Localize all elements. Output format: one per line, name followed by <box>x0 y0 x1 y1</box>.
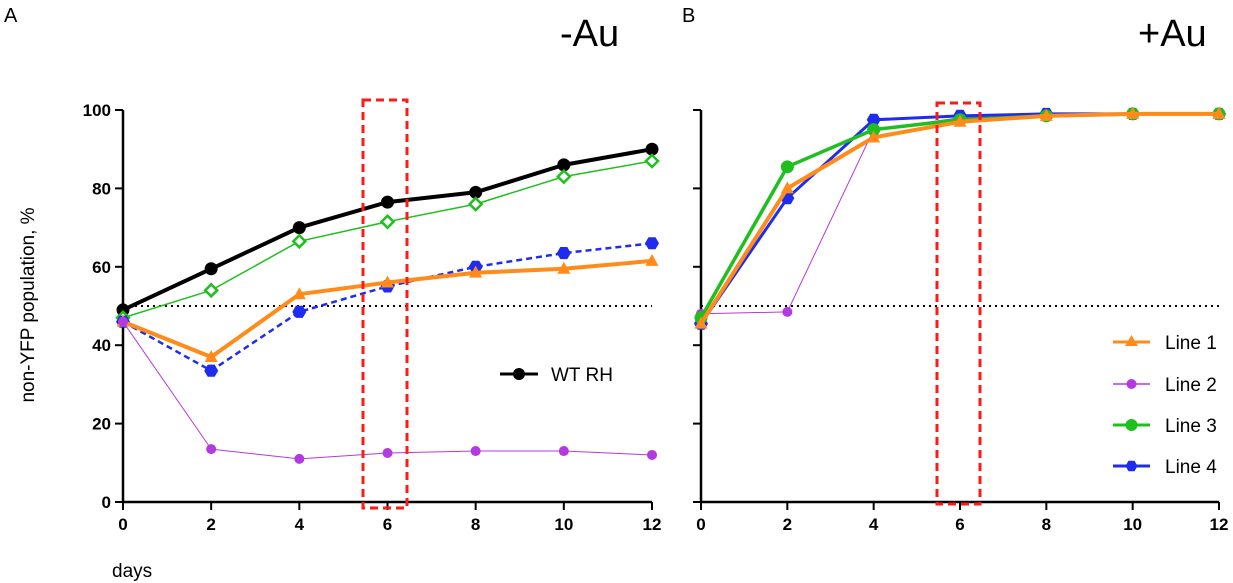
panel-b-x-tick-label: 2 <box>783 515 792 534</box>
panel-a-y-tick-label: 40 <box>92 336 111 355</box>
panel-a-point-line-1-8 <box>469 265 483 278</box>
panel-a-point-line-2-12 <box>647 449 657 460</box>
panel-a-condition-title: -Au <box>560 13 619 55</box>
panel-a-point-line-2-10 <box>558 446 569 457</box>
panel-b-x-tick-label: 12 <box>1210 515 1229 534</box>
panel-a-point-line-2-0 <box>118 316 128 327</box>
panel-a-point-line-3-8 <box>467 196 484 212</box>
panel-a-y-tick-label: 60 <box>92 258 111 277</box>
panel-a-point-wt-rh-4 <box>292 221 306 235</box>
panel-a-point-wt-rh-12 <box>645 142 659 156</box>
legend-line-2-label: Line 2 <box>1165 375 1217 396</box>
panel-b-x-tick-label: 8 <box>1042 515 1051 534</box>
panel-b-point-line-1-2 <box>780 181 794 194</box>
panel-a-line-line-2 <box>122 321 653 460</box>
panel-a-point-line-2-4 <box>294 453 305 464</box>
panel-a-series-line-1 <box>116 253 659 362</box>
panel-a-point-line-3-12 <box>644 153 660 169</box>
panel-a-point-line-4-10 <box>556 247 571 260</box>
panel-a-point-line-1-10 <box>557 261 571 274</box>
panel-a-point-line-3-6 <box>379 213 396 230</box>
panel-a-x-tick-label: 8 <box>471 515 480 534</box>
panel-a-plot-area: 0 20 40 60 80 100 0 2 4 6 8 10 12 <box>83 98 662 534</box>
panel-a-point-line-2-2 <box>206 444 217 455</box>
panel-a-x-tick-label: 10 <box>554 515 573 534</box>
panel-b-x-tick-label: 10 <box>1123 515 1142 534</box>
panel-a-series-line-2 <box>118 316 657 464</box>
panel-b-legend: Line 1 Line 2 Line 3 Line 4 <box>1113 333 1217 478</box>
panel-a-line-line-1 <box>122 258 653 359</box>
panel-a-series-line-3 <box>115 153 660 326</box>
panel-b-point-line-1-10 <box>1126 106 1140 119</box>
panel-b-line-line-3 <box>699 112 1219 319</box>
panel-a: A -Au non-YFP population, % days 0204060… <box>4 5 661 582</box>
panel-b-point-line-1-4 <box>867 130 881 143</box>
legend-line-3-marker <box>1125 419 1138 431</box>
legend-wt-rh-marker <box>513 368 525 380</box>
panel-a-y-tick-label: 80 <box>92 179 111 198</box>
panel-a-point-wt-rh-10 <box>557 158 571 172</box>
panel-a-point-line-1-4 <box>292 287 306 300</box>
panel-a-point-line-1-12 <box>645 253 659 266</box>
panel-b-x-tick-label: 0 <box>696 515 705 534</box>
panel-b-plot-area: 0 2 4 6 8 10 12 <box>693 101 1229 534</box>
panel-a-point-line-3-10 <box>556 168 572 185</box>
panel-b-point-line-1-0 <box>694 316 708 329</box>
panel-a-point-wt-rh-0 <box>116 303 130 317</box>
legend-line-1-marker <box>1125 335 1138 346</box>
panel-b-line-line-2 <box>700 113 1219 315</box>
panel-b-point-line-1-8 <box>1039 108 1053 121</box>
panel-a-x-tick-label: 0 <box>118 515 127 534</box>
legend-line-4-marker <box>1125 460 1138 472</box>
panel-a-point-wt-rh-6 <box>381 195 394 209</box>
panel-a-point-line-1-2 <box>204 349 218 362</box>
panel-b-point-line-2-2 <box>782 306 793 317</box>
panel-b-point-line-1-6 <box>953 114 967 127</box>
panel-b-series-line-4 <box>694 107 1226 330</box>
panel-b-line-line-1 <box>699 111 1219 325</box>
panel-b-point-line-3-4 <box>867 123 881 137</box>
panel-b-highlight-box <box>935 101 982 506</box>
panel-a-x-tick-label: 6 <box>383 515 392 534</box>
panel-a-point-line-3-4 <box>291 233 308 250</box>
legend-wt-rh-label: WT RH <box>551 365 613 386</box>
legend-line-1-label: Line 1 <box>1165 333 1217 354</box>
panel-a-x-tick-label: 12 <box>643 515 662 534</box>
panel-a-legend: WT RH <box>500 365 613 386</box>
panel-a-highlight-box <box>361 98 409 510</box>
panel-a-point-wt-rh-8 <box>469 185 483 199</box>
panel-b-point-line-3-2 <box>780 160 794 174</box>
panel-b-x-tick-label: 6 <box>955 515 964 534</box>
panel-b-line-line-4 <box>699 112 1219 325</box>
legend-line-3-label: Line 3 <box>1165 416 1217 437</box>
legend-line-4-label: Line 4 <box>1165 457 1217 478</box>
panel-b-series-line-1 <box>694 106 1226 329</box>
panel-a-point-line-1-6 <box>381 275 394 288</box>
panel-b-letter: B <box>682 5 695 27</box>
panel-a-y-tick-label: 0 <box>102 493 111 512</box>
panel-a-y-tick-label: 100 <box>83 101 111 120</box>
panel-b-point-line-1-12 <box>1212 106 1226 119</box>
panel-a-y-tick-label: 20 <box>92 415 111 434</box>
panel-b-x-tick-label: 4 <box>869 515 879 534</box>
panel-a-x-axis-title: days <box>112 561 152 582</box>
panel-a-point-line-2-8 <box>470 446 481 457</box>
panel-a-point-line-4-2 <box>204 364 219 377</box>
panel-a-y-axis-title: non-YFP population, % <box>18 207 39 402</box>
panel-b-condition-title: +Au <box>1138 13 1207 55</box>
panel-a-letter: A <box>4 5 18 27</box>
panel-a-point-wt-rh-2 <box>204 262 218 276</box>
panel-a-point-line-4-4 <box>292 305 307 318</box>
panel-a-x-tick-label: 4 <box>295 515 305 534</box>
panel-a-point-line-4-12 <box>645 237 659 250</box>
panel-b-point-line-4-4 <box>866 113 881 126</box>
panel-b: B +Au 0 2 4 6 8 10 12 Line 1 Line 2 Line 3 Lin… <box>682 5 1228 534</box>
legend-line-2-marker <box>1126 379 1137 389</box>
panel-a-line-line-3 <box>122 160 653 319</box>
panel-a-point-line-2-6 <box>382 448 393 458</box>
panel-a-x-tick-label: 2 <box>206 515 215 534</box>
panel-a-series-wt-rh <box>116 142 659 317</box>
panel-a-point-line-3-2 <box>203 282 219 299</box>
